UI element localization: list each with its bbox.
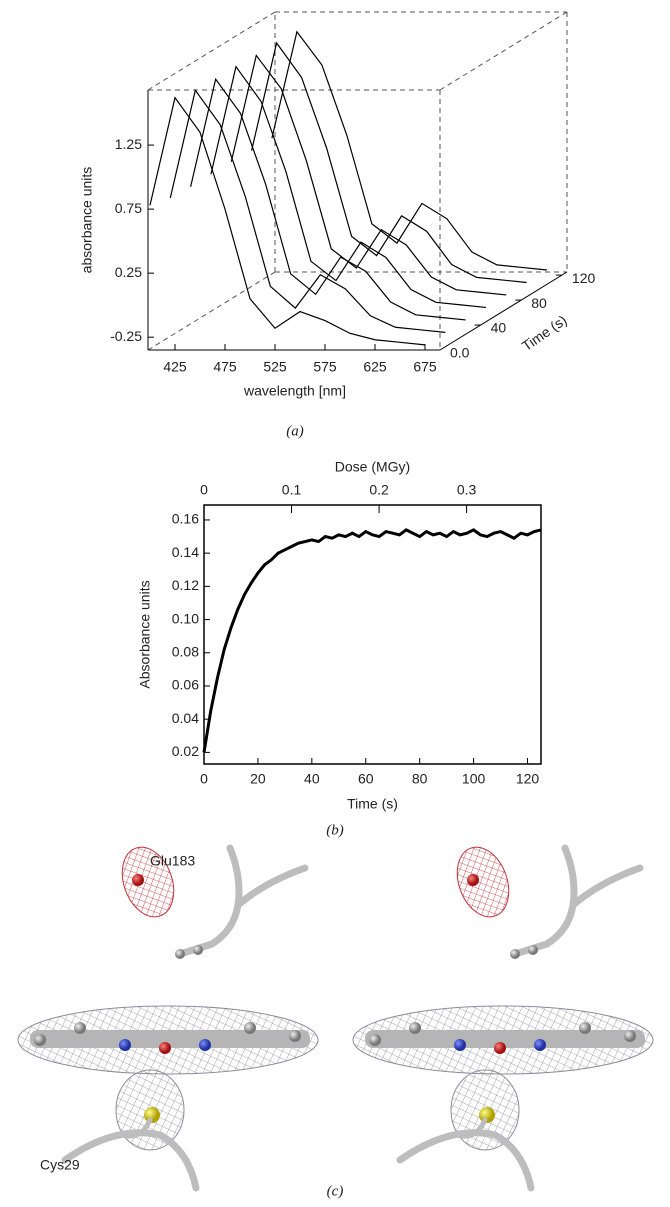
- y-tick-label: 40: [491, 320, 507, 336]
- box-edge: [147, 271, 276, 351]
- z-tick-label: 0.25: [115, 264, 142, 280]
- x-tick-label: 20: [250, 771, 266, 787]
- caption: (c): [327, 1183, 344, 1199]
- z-tick-label: -0.25: [110, 328, 142, 344]
- spectrum: [271, 30, 547, 271]
- x-tick-label: 0: [200, 771, 208, 787]
- y-tick-label: 0.08: [172, 643, 199, 659]
- z-tick-label: 1.25: [115, 136, 142, 152]
- x-axis-title: Time (s): [347, 796, 398, 812]
- residue-label: Glu183: [150, 853, 195, 869]
- residue-label: Cys29: [40, 1157, 80, 1173]
- y-tick-label: 0.14: [172, 544, 199, 560]
- x-tick-label: 625: [363, 359, 387, 375]
- y-tick-label: 0.06: [172, 677, 199, 693]
- y-tick-label: 0.02: [172, 743, 199, 759]
- caption: (b): [326, 822, 344, 838]
- x-tick-label: 100: [462, 771, 486, 787]
- y-axis-title: Time (s): [519, 312, 570, 354]
- y-tick-label: 0.04: [172, 710, 199, 726]
- spectrum: [149, 96, 426, 346]
- x2-tick-label: 0.3: [457, 482, 477, 498]
- box-edge: [439, 11, 568, 91]
- x-tick-label: 675: [413, 359, 437, 375]
- spectrum: [190, 77, 466, 321]
- structure-right: [353, 840, 653, 1188]
- y-tick-label: 0.10: [172, 610, 199, 626]
- x-tick-label: 425: [163, 359, 187, 375]
- y-tick-label: 120: [572, 270, 596, 286]
- caption: (a): [286, 423, 304, 439]
- z-axis-title: absorbance units: [79, 167, 95, 274]
- x-tick-label: 475: [213, 359, 237, 375]
- y-tick-label: 0.12: [172, 577, 199, 593]
- x2-tick-label: 0.2: [369, 482, 389, 498]
- plot-frame: [203, 504, 542, 765]
- spectrum: [210, 65, 487, 309]
- y-tick-label: 0.0: [450, 345, 470, 361]
- x2-axis-title: Dose (MGy): [335, 459, 410, 475]
- y-tick-label: 80: [531, 295, 547, 311]
- axis-line: [439, 271, 568, 351]
- spectrum: [251, 41, 527, 284]
- y-tick-label: 0.16: [172, 511, 199, 527]
- x-tick-label: 80: [412, 771, 428, 787]
- x-tick-label: 525: [263, 359, 287, 375]
- z-tick-label: 0.75: [115, 200, 142, 216]
- data-line: [202, 528, 542, 753]
- x-tick-label: 40: [304, 771, 320, 787]
- spectrum: [230, 54, 507, 296]
- x-tick-label: 60: [358, 771, 374, 787]
- x2-tick-label: 0: [200, 482, 208, 498]
- x2-tick-label: 0.1: [282, 482, 302, 498]
- spectrum: [169, 88, 446, 333]
- x-axis-title: wavelength [nm]: [243, 383, 346, 399]
- x-tick-label: 120: [516, 771, 540, 787]
- box-edge: [147, 11, 276, 91]
- x-tick-label: 575: [313, 359, 337, 375]
- structure-left: [18, 840, 318, 1188]
- y-axis-title: Absorbance units: [137, 580, 153, 688]
